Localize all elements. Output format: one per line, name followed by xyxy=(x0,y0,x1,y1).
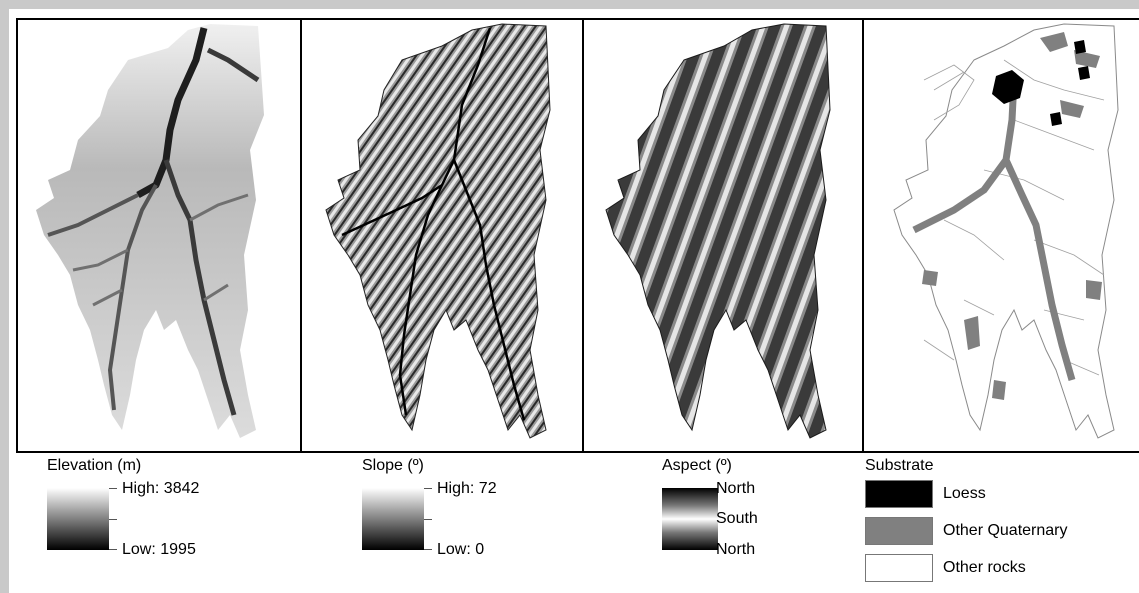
substrate-map xyxy=(893,23,1119,439)
aspect-color-ramp xyxy=(662,488,718,550)
elevation-high-label: High: 3842 xyxy=(122,480,200,497)
elevation-legend-title: Elevation (m) xyxy=(47,457,142,474)
elevation-map xyxy=(36,24,264,438)
ramp-tick xyxy=(109,549,117,550)
aspect-map xyxy=(605,23,831,439)
substrate-quaternary xyxy=(912,79,1076,381)
elevation-valley xyxy=(163,47,260,416)
elevation-color-ramp xyxy=(47,488,109,550)
substrate-swatch xyxy=(865,517,933,545)
aspect-legend-title: Aspect (º) xyxy=(662,457,732,474)
ramp-tick xyxy=(424,549,432,550)
aspect-middle-label: South xyxy=(716,510,758,527)
substrate-class-label: Loess xyxy=(943,485,986,502)
panel-separator xyxy=(300,20,302,451)
substrate-legend-title: Substrate xyxy=(865,457,934,474)
elevation-basin xyxy=(36,24,264,438)
slope-basin xyxy=(325,23,551,439)
aspect-top-label: North xyxy=(716,480,756,497)
substrate-class-label: Other rocks xyxy=(943,559,1026,576)
ramp-tick xyxy=(109,519,117,520)
ramp-tick xyxy=(109,488,117,489)
elevation-valley xyxy=(72,193,249,307)
substrate-swatch xyxy=(865,480,933,508)
substrate-swatch xyxy=(865,554,933,582)
panel-separator xyxy=(862,20,864,451)
map-panels xyxy=(16,18,1139,453)
slope-high-label: High: 72 xyxy=(437,480,497,497)
substrate-contour xyxy=(923,59,1105,376)
aspect-basin xyxy=(605,23,831,439)
slope-legend-title: Slope (º) xyxy=(362,457,424,474)
slope-channel xyxy=(341,27,526,421)
slope-color-ramp xyxy=(362,488,424,550)
slope-map xyxy=(325,23,551,439)
ramp-tick xyxy=(424,488,432,489)
elevation-low-label: Low: 1995 xyxy=(122,541,196,558)
ramp-tick xyxy=(424,519,432,520)
substrate-loess xyxy=(992,40,1090,126)
panel-separator xyxy=(582,20,584,451)
aspect-bottom-label: North xyxy=(716,541,756,558)
substrate-class-label: Other Quaternary xyxy=(943,522,1068,539)
slope-low-label: Low: 0 xyxy=(437,541,485,558)
